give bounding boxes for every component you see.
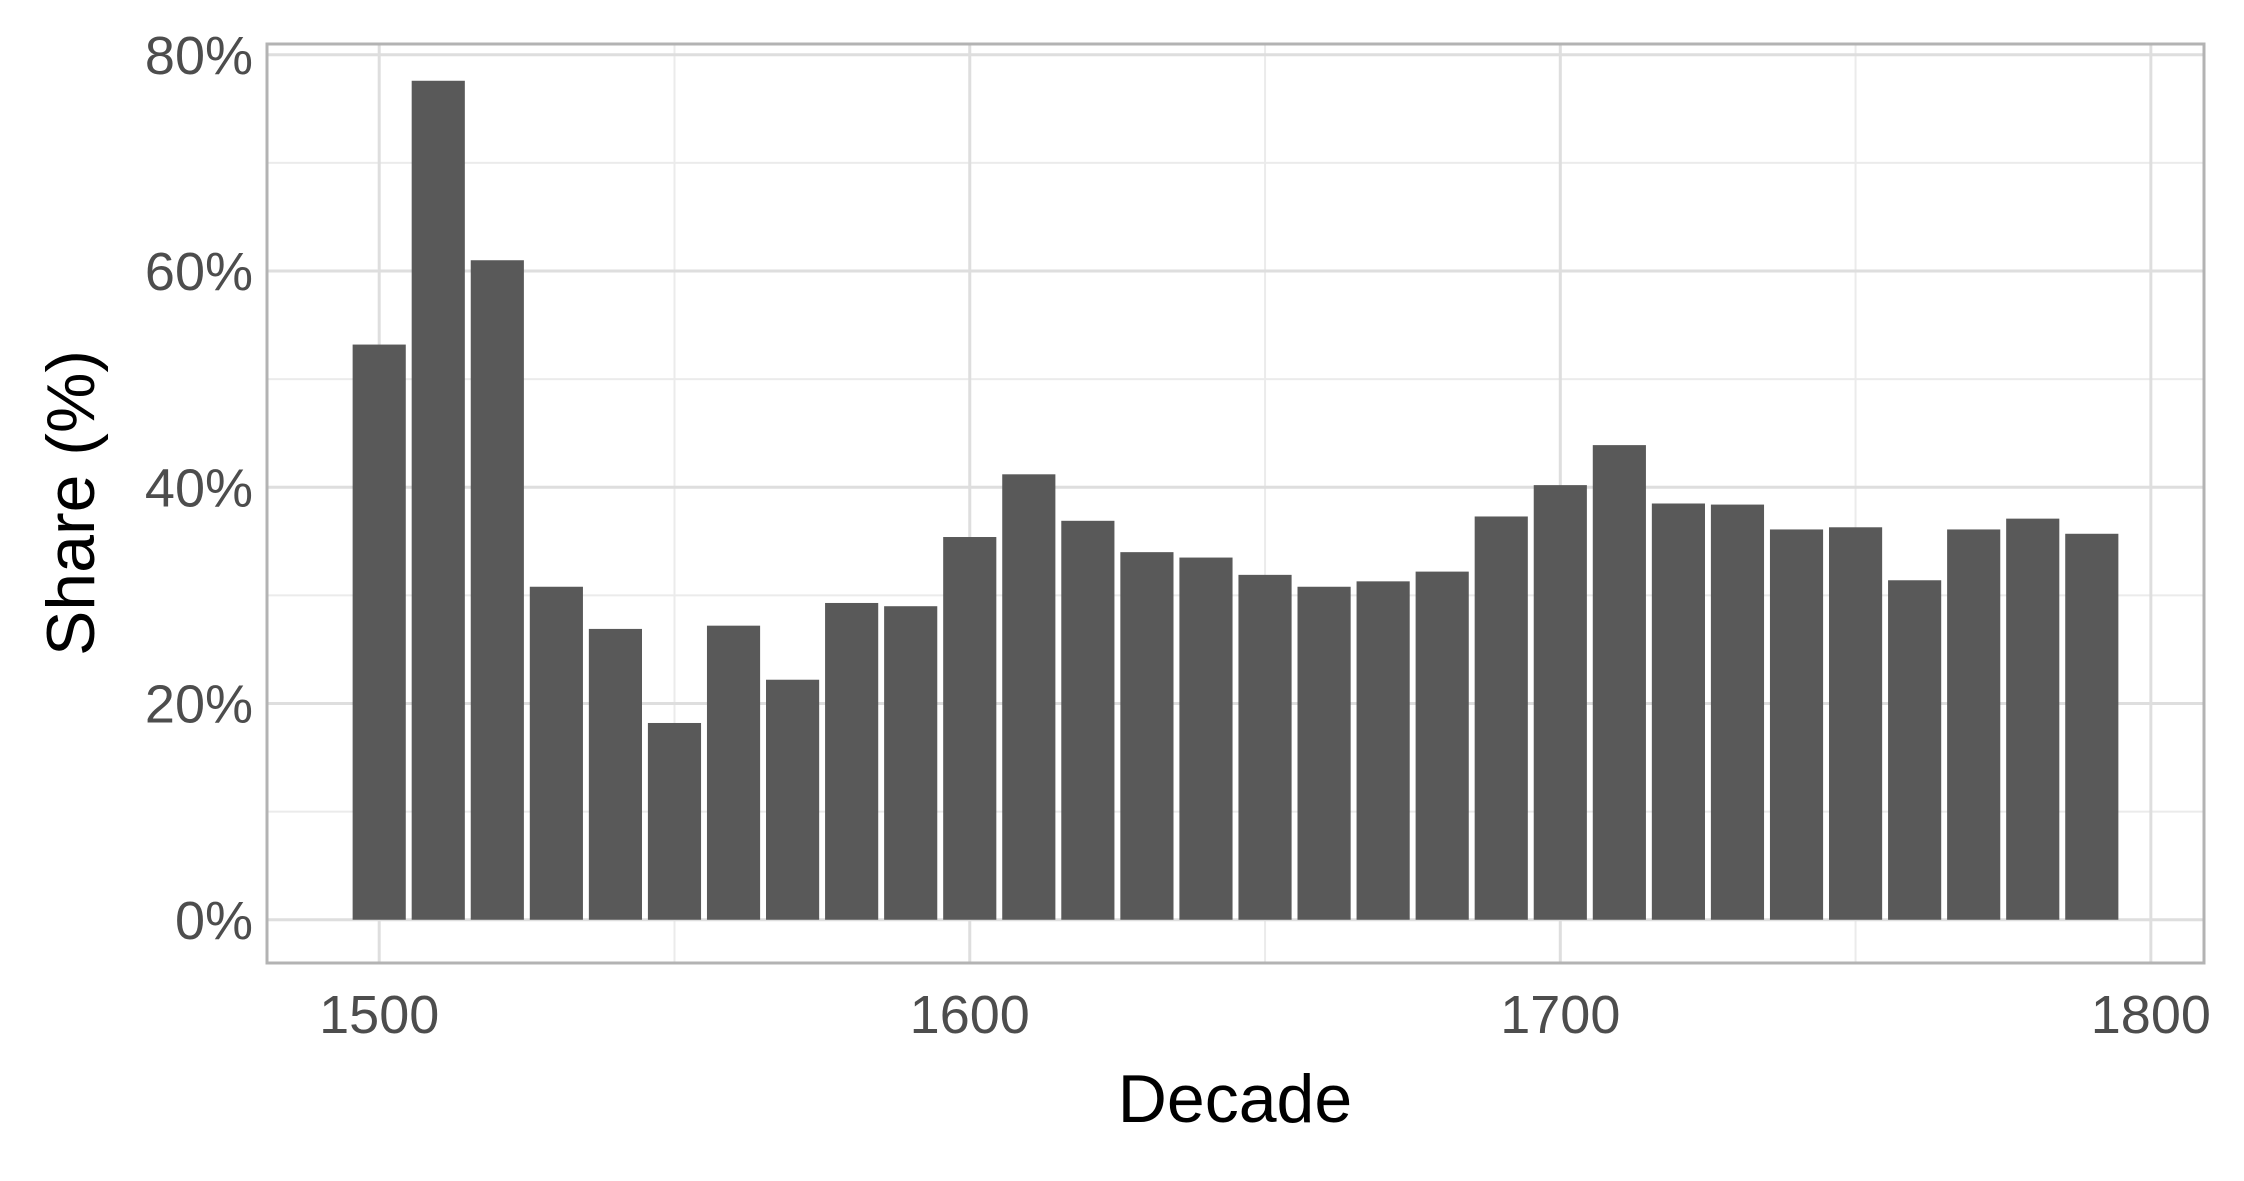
bar-1630	[1120, 552, 1174, 920]
bar-1530	[529, 586, 583, 920]
bar-1660	[1297, 586, 1351, 920]
bar-1590	[884, 606, 938, 920]
bar-1750	[1829, 527, 1883, 920]
y-tick-label: 80%	[145, 26, 253, 86]
y-axis-tick-labels: 0% 20% 40% 60% 80%	[145, 26, 253, 951]
y-tick-label: 20%	[145, 675, 253, 735]
y-tick-label: 40%	[145, 458, 253, 518]
bar-1650	[1238, 574, 1292, 920]
bar-1510	[411, 80, 465, 920]
y-tick-label: 60%	[145, 242, 253, 302]
bar-1770	[1947, 529, 2001, 920]
bar-1690	[1474, 516, 1528, 920]
bar-1570	[766, 679, 820, 920]
bar-1760	[1888, 580, 1942, 920]
bar-1710	[1592, 445, 1646, 920]
y-axis-title: Share (%)	[33, 350, 109, 656]
bar-1620	[1061, 520, 1115, 920]
bar-1670	[1356, 581, 1410, 920]
x-tick-label: 1700	[1500, 985, 1620, 1045]
bars-group	[352, 80, 2119, 920]
bar-1580	[825, 602, 879, 920]
bar-1790	[2065, 533, 2119, 920]
bar-1700	[1533, 485, 1587, 920]
bar-1550	[647, 722, 702, 920]
bar-1680	[1415, 571, 1469, 920]
x-tick-label: 1500	[319, 985, 439, 1045]
bar-1740	[1769, 529, 1824, 920]
bar-1780	[2006, 518, 2060, 920]
bar-1540	[588, 628, 642, 920]
bar-1600	[943, 537, 997, 920]
bar-1560	[706, 625, 761, 920]
panel-border	[265, 42, 2206, 965]
x-axis-title: Decade	[1118, 1061, 1352, 1137]
y-tick-label: 0%	[175, 891, 253, 951]
x-axis-tick-labels: 1500 1600 1700 1800	[319, 985, 2211, 1045]
bar-1610	[1002, 474, 1056, 920]
bar-1720	[1651, 503, 1705, 920]
x-tick-label: 1800	[2091, 985, 2211, 1045]
bar-1640	[1179, 557, 1233, 920]
x-tick-label: 1600	[910, 985, 1030, 1045]
bar-1730	[1710, 504, 1765, 920]
bar-1500	[352, 344, 406, 920]
bar-1520	[470, 260, 524, 920]
